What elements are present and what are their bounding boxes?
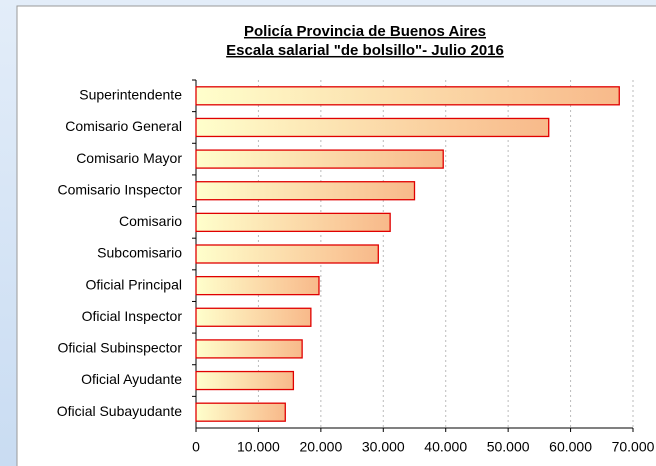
x-tick-label: 0 (192, 439, 200, 455)
y-tick-label: Comisario Inspector (58, 181, 183, 197)
chart-subtitle: Escala salarial "de bolsillo"- Julio 201… (226, 42, 504, 59)
chart-panel (16, 5, 656, 466)
y-tick-label: Comisario (119, 213, 182, 229)
bar (195, 181, 416, 201)
bar (195, 244, 379, 264)
y-tick-label: Oficial Principal (86, 276, 182, 292)
bar (195, 307, 312, 327)
y-tick-label: Oficial Ayudante (81, 371, 182, 387)
bar (195, 149, 444, 169)
x-tick-label: 60.000 (549, 439, 592, 455)
x-tick-label: 30.000 (362, 439, 405, 455)
bar (195, 212, 391, 233)
x-tick-label: 70.000 (612, 439, 655, 455)
chart-title: Policía Provincia de Buenos Aires (244, 23, 486, 40)
bar (195, 86, 620, 106)
y-tick-label: Subcomisario (97, 245, 182, 261)
bar (195, 402, 286, 422)
bar (195, 275, 320, 296)
y-tick-label: Comisario Mayor (76, 150, 182, 166)
y-tick-label: Oficial Inspector (82, 308, 183, 324)
y-tick-label: Superintendente (79, 87, 182, 103)
bar (195, 370, 295, 391)
x-tick-label: 20.000 (299, 439, 342, 455)
x-tick-label: 10.000 (237, 439, 280, 455)
bar (195, 117, 550, 138)
bar (195, 339, 303, 359)
y-tick-label: Oficial Subinspector (57, 340, 182, 356)
x-tick-label: 40.000 (424, 439, 467, 455)
y-tick-label: Comisario General (65, 118, 182, 134)
y-tick-label: Oficial Subayudante (57, 403, 183, 419)
x-tick-label: 50.000 (487, 439, 530, 455)
